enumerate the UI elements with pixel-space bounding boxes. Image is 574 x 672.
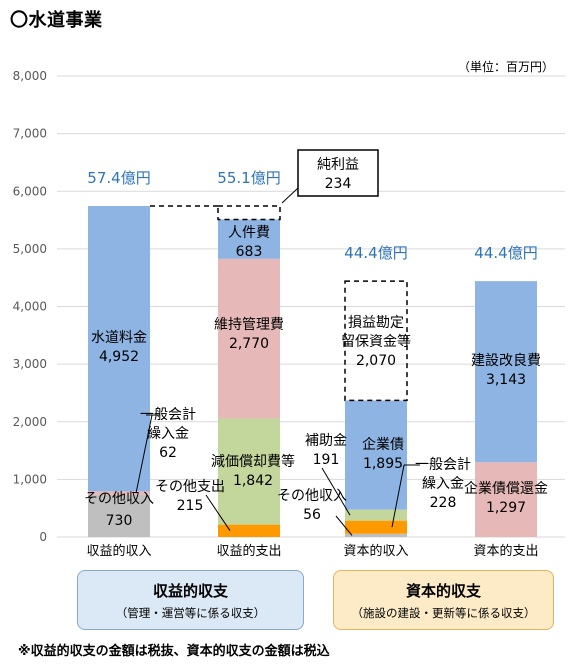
annotation-label: 一般会計 [140, 407, 196, 423]
bar-segment [345, 400, 407, 510]
bar-segment [218, 524, 280, 537]
y-tick-label: 6,000 [13, 184, 47, 198]
stacked-bar-chart: 0 1,000 2,000 3,000 4,000 5,000 6,000 7,000 8,00… [13, 69, 565, 559]
annotation-label: 4,952 [99, 349, 139, 365]
revenue-expense-caption: 収益的収支 （管理・運営等に係る収支） [77, 570, 304, 630]
annotation-label: 損益勘定 [348, 315, 404, 331]
bar-segment [345, 509, 407, 521]
bar-segment [345, 533, 407, 537]
bar-segment [345, 520, 407, 534]
x-tick-label: 資本的支出 [473, 543, 538, 559]
net-profit-callout-box [297, 149, 379, 197]
annotation-label: 1,842 [233, 473, 273, 489]
annotation-label: 留保資金等 [341, 333, 411, 350]
annotation-label: 繰入金 [422, 476, 464, 492]
footnote: ※収益的収支の金額は税抜、資本的収支の金額は税込 [18, 644, 330, 659]
annotation-label: 2,770 [229, 336, 269, 352]
y-tick-label: 0 [39, 530, 47, 544]
annotation-label: 一般会計 [415, 457, 471, 473]
y-tick-label: 3,000 [13, 357, 47, 371]
caption-title: 収益的収支 [152, 582, 228, 600]
bar-segment [218, 418, 280, 525]
annotation-label: 繰入金 [147, 426, 189, 442]
annotation-label: 人件費 [228, 225, 270, 241]
bar-segment [475, 281, 537, 463]
y-tick-label: 4,000 [13, 300, 47, 314]
x-tick-label: 資本的収入 [343, 543, 408, 559]
bar-segment [218, 258, 280, 419]
annotation-label: 水道料金 [91, 330, 147, 346]
unit-label: （単位：百万円） [457, 60, 554, 74]
leader-line [391, 464, 405, 528]
leader-line [135, 414, 153, 494]
y-tick-label: 8,000 [13, 69, 47, 83]
leader-line [205, 494, 231, 531]
annotation-label: 企業債償還金 [464, 480, 548, 497]
callout-pointer [281, 187, 299, 204]
annotation-label: その他収入 [277, 488, 347, 504]
annotation-label: 純利益 [317, 157, 359, 173]
caption-subtitle: （管理・運営等に係る収支） [115, 606, 266, 620]
annotation-label: 730 [106, 513, 133, 529]
y-tick-label: 5,000 [13, 242, 47, 256]
total-label: 55.1億円 [217, 169, 280, 187]
total-label: 44.4億円 [344, 244, 407, 262]
bar-segment [88, 206, 150, 492]
annotation-label: 191 [313, 452, 340, 468]
x-tick-label: 収益的支出 [216, 543, 281, 559]
annotation-label: 228 [430, 495, 457, 511]
annotation-label: 建設改良費 [471, 353, 541, 369]
total-label: 44.4億円 [474, 244, 537, 262]
annotation-label: 3,143 [486, 372, 526, 388]
annotation-label: その他収入 [84, 491, 154, 507]
annotation-label: 234 [325, 176, 352, 192]
annotation-label: 2,070 [356, 353, 396, 369]
caption-subtitle: （施設の建設・更新等に係る収支） [351, 606, 536, 620]
bar-segment-dashed [344, 280, 408, 402]
annotation-label: 215 [177, 498, 204, 514]
bar-segment [88, 494, 150, 537]
page-title: 〇水道事業 [10, 10, 103, 31]
annotation-label: 企業債 [362, 436, 404, 453]
bar-segment-dashed [217, 205, 281, 221]
annotation-label: 683 [236, 244, 263, 260]
annotation-label: 1,297 [486, 500, 526, 516]
annotation-label: 補助金 [305, 433, 347, 449]
capital-caption: 資本的収支 （施設の建設・更新等に係る収支） [333, 570, 554, 630]
annotation-label: 減価償却費等 [211, 453, 295, 470]
annotation-label: 56 [303, 507, 321, 523]
bar-segment [218, 219, 280, 259]
y-tick-label: 7,000 [13, 127, 47, 141]
leader-line [335, 515, 353, 536]
annotation-label: 維持管理費 [214, 317, 284, 333]
bar-segment [88, 491, 150, 495]
y-tick-label: 2,000 [13, 415, 47, 429]
annotation-label: 62 [159, 445, 177, 461]
annotation-label: 1,895 [363, 456, 403, 472]
total-label: 57.4億円 [87, 169, 150, 187]
annotation-label: その他支出 [155, 479, 225, 495]
y-tick-label: 1,000 [13, 472, 47, 486]
leader-line [321, 467, 351, 516]
bar-segment [475, 462, 537, 537]
caption-title: 資本的収支 [405, 582, 481, 600]
x-tick-label: 収益的収入 [86, 543, 151, 559]
